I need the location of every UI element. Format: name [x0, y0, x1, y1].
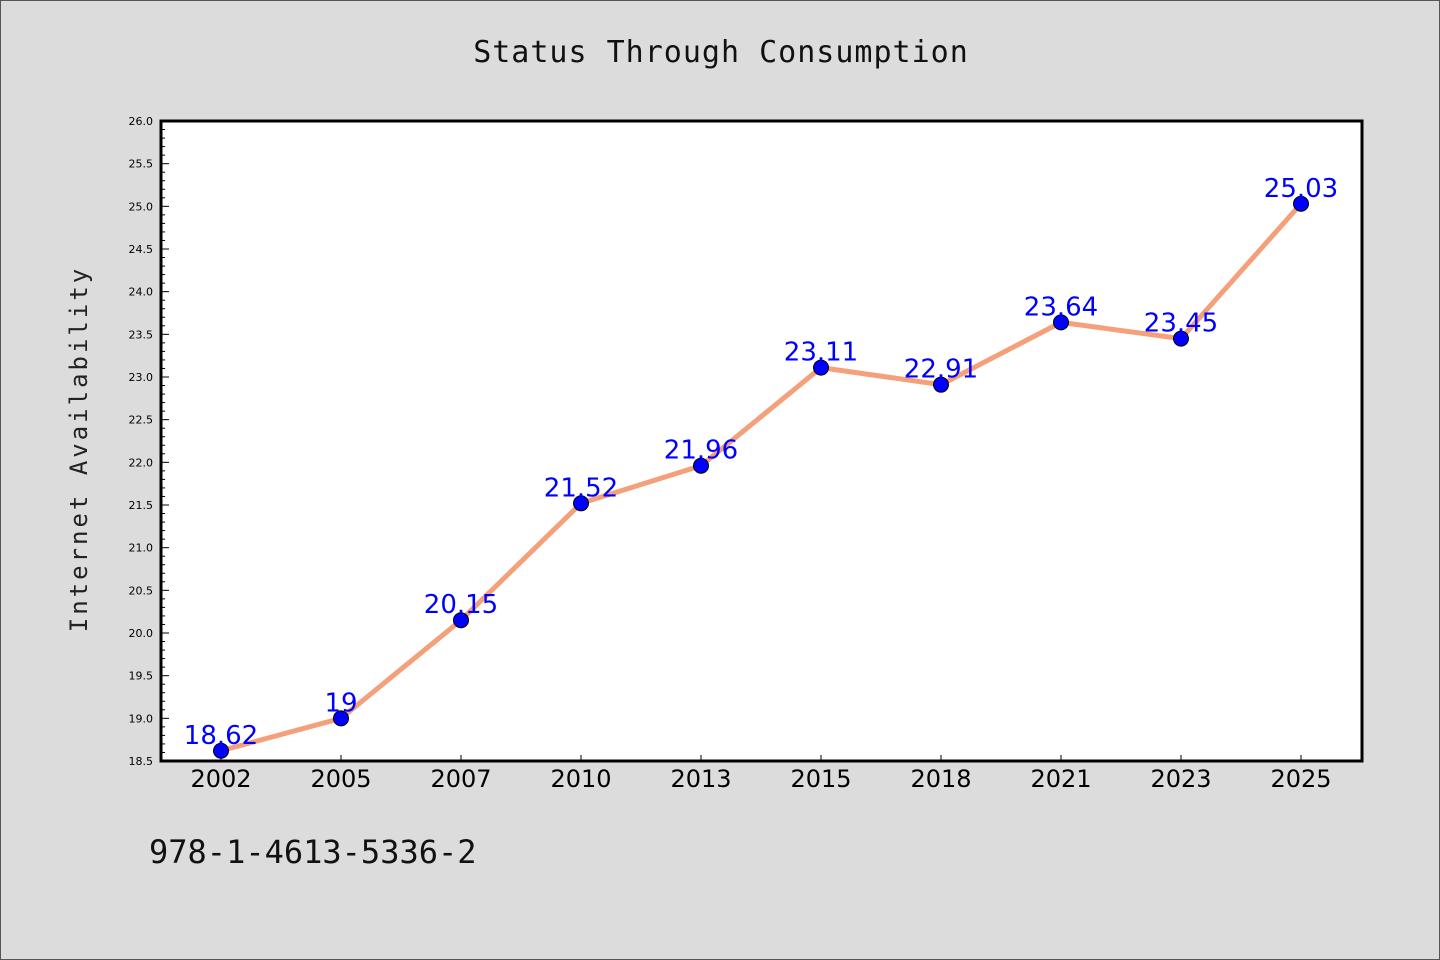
y-tick-label: 24.0: [129, 286, 154, 299]
data-point: [573, 495, 589, 512]
y-tick-label: 20.0: [129, 627, 154, 640]
data-points-group: [213, 195, 1309, 759]
x-tick-label: 2010: [550, 765, 611, 793]
y-tick-label: 20.5: [129, 584, 154, 597]
y-tick-label: 19.5: [129, 670, 154, 683]
chart-title: Status Through Consumption: [473, 35, 969, 70]
footer-code: 978-1-4613-5336-2: [149, 833, 477, 871]
y-tick-label: 25.0: [129, 200, 154, 213]
data-point: [1053, 314, 1069, 331]
data-label: 23.45: [1144, 309, 1218, 339]
data-point: [1173, 330, 1189, 347]
data-point: [213, 742, 229, 759]
data-label: 22.91: [904, 355, 978, 385]
data-label: 18.62: [184, 721, 258, 751]
y-tick-label: 26.0: [129, 115, 154, 128]
y-tick-label: 24.5: [129, 243, 154, 256]
y-tick-label: 21.0: [129, 542, 154, 555]
data-label: 20.15: [424, 590, 498, 620]
x-tick-label: 2015: [790, 765, 851, 793]
x-tick-label: 2013: [670, 765, 731, 793]
y-tick-label: 19.0: [129, 712, 154, 725]
data-label: 21.96: [664, 436, 738, 466]
x-tick-label: 2025: [1270, 765, 1331, 793]
y-tick-label: 25.5: [129, 158, 154, 171]
data-label: 21.52: [544, 473, 618, 503]
data-point: [453, 612, 469, 629]
plot-area: [159, 119, 1364, 763]
data-point: [933, 376, 949, 393]
data-point: [333, 710, 349, 727]
y-tick-label: 23.5: [129, 328, 154, 341]
y-tick-label: 22.0: [129, 456, 154, 469]
x-tick-label: 2021: [1030, 765, 1091, 793]
data-point: [693, 457, 709, 474]
x-tick-label: 2007: [430, 765, 491, 793]
x-tick-label: 2005: [310, 765, 371, 793]
series-line: [218, 201, 1304, 754]
data-point: [813, 359, 829, 376]
series-line-group: [218, 201, 1304, 754]
y-tick-label: 21.5: [129, 499, 154, 512]
y-tick-label: 18.5: [129, 755, 154, 768]
data-labels-group: 18.62 19 20.15 21.52 21.96 23.11 22.91 23.64 23.…: [184, 174, 1338, 751]
x-axis: 2002 2005 2007 2010 2013 2015 2018 2021 2023 2025: [190, 755, 1332, 793]
data-label: 23.64: [1024, 292, 1098, 322]
x-tick-label: 2002: [190, 765, 251, 793]
x-tick-label: 2018: [910, 765, 971, 793]
x-tick-label: 2023: [1150, 765, 1211, 793]
data-label: 25.03: [1264, 174, 1338, 204]
y-tick-label: 23.0: [129, 371, 154, 384]
data-label: 19: [324, 688, 357, 718]
data-label: 23.11: [784, 338, 858, 368]
data-point: [1293, 195, 1309, 212]
y-tick-label: 22.5: [129, 414, 154, 427]
y-axis: 18.5 19.0 19.5 20.0 20.5 21.0 21.5 22.0 22.5 23.0…: [129, 115, 169, 768]
